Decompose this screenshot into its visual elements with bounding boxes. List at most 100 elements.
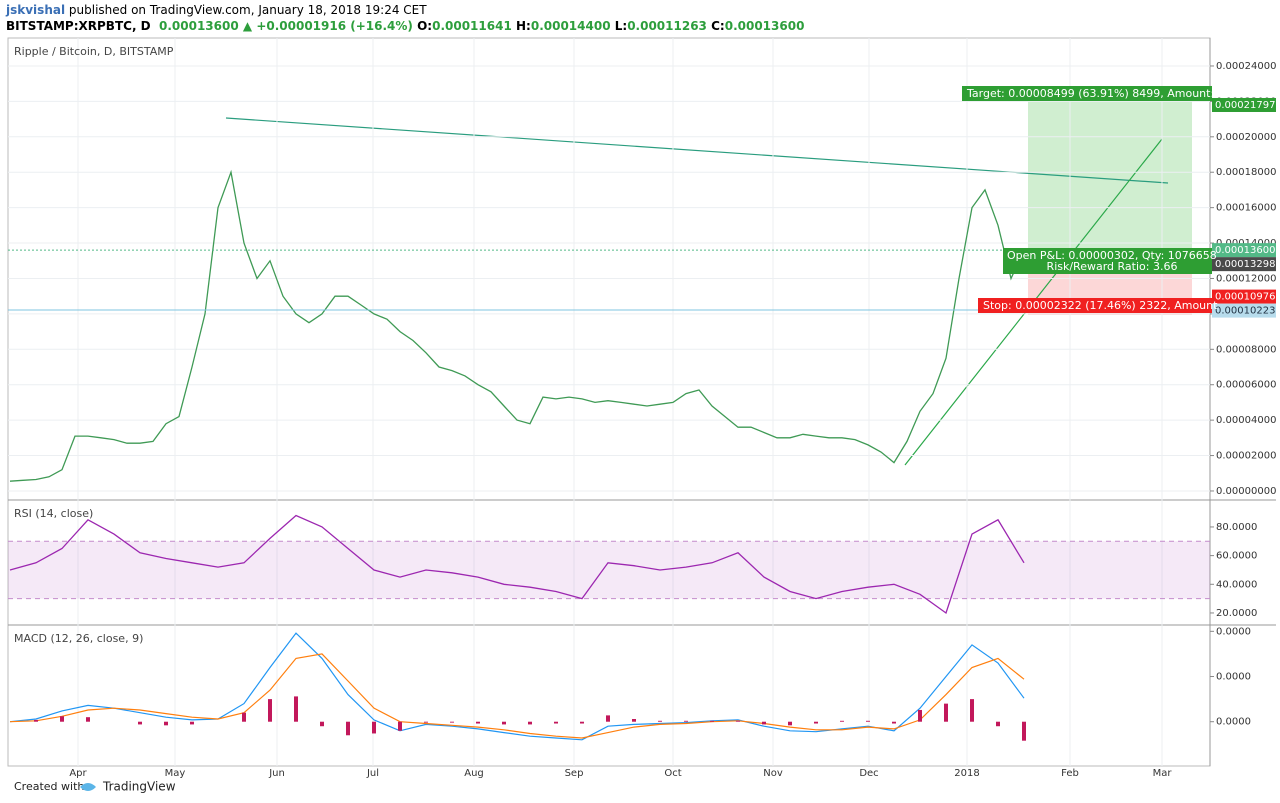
histogram-bar: [86, 717, 90, 722]
open: 0.00011641: [432, 19, 512, 33]
header-line-1: jskvishal published on TradingView.com, …: [6, 2, 804, 18]
x-tick-label: Mar: [1153, 768, 1173, 779]
y-tick-label: 0.00004000: [1216, 415, 1276, 426]
histogram-bar: [34, 719, 38, 722]
histogram-bar: [190, 721, 194, 725]
change: ▲ +0.00001916 (+16.4%): [242, 19, 413, 33]
panel-title: Ripple / Bitcoin, D, BITSTAMP: [14, 45, 174, 58]
histogram-bar: [346, 721, 350, 736]
histogram-bar: [60, 716, 64, 722]
panel-title: RSI (14, close): [14, 507, 93, 520]
y-tick-label: 0.00016000: [1216, 203, 1276, 214]
header: jskvishal published on TradingView.com, …: [6, 2, 804, 34]
footer-brand[interactable]: TradingView: [102, 780, 176, 794]
header-line-2: BITSTAMP:XRPBTC, D 0.00013600 ▲ +0.00001…: [6, 18, 804, 34]
price-tag-label: 0.00021797: [1215, 100, 1275, 111]
y-tick-label: 0.00018000: [1216, 167, 1276, 178]
x-tick-label: Sep: [565, 768, 584, 779]
histogram-bar: [424, 721, 428, 723]
histogram-bar: [502, 721, 506, 725]
x-tick-label: Jul: [366, 768, 379, 779]
histogram-bar: [710, 720, 714, 722]
price-tag: [1212, 97, 1276, 112]
histogram-bar: [814, 721, 818, 724]
histogram-bar: [996, 721, 1000, 727]
histogram-bar: [398, 721, 402, 731]
y-tick-label: 0.00002000: [1216, 451, 1276, 462]
y-tick-label: 0.0000: [1216, 626, 1251, 637]
c-label: C:: [711, 19, 725, 33]
price-tag-label: 0.00010223: [1215, 306, 1275, 317]
high: 0.00014400: [530, 19, 611, 33]
histogram-bar: [892, 721, 896, 724]
histogram-bar: [944, 703, 948, 722]
histogram-bar: [970, 699, 974, 722]
histogram-bar: [138, 721, 142, 725]
tv-logo: [80, 783, 96, 791]
y-tick-label: 0.00006000: [1216, 380, 1276, 391]
price-tag-label: 0.00013600: [1215, 245, 1275, 256]
l-label: L:: [614, 19, 628, 33]
histogram-bar: [684, 720, 688, 722]
stop-box: [978, 298, 1212, 313]
y-tick-label: 20.0000: [1216, 608, 1257, 619]
y-tick-label: 0.00024000: [1216, 61, 1276, 72]
price-tag-label: 0.00013298: [1215, 259, 1275, 270]
close: 0.00013600: [724, 19, 805, 33]
histogram-bar: [788, 721, 792, 726]
macd-line: [9, 632, 1025, 741]
histogram-bar: [866, 720, 870, 722]
stop-label: Stop: 0.00002322 (17.46%) 2322, Amount: [983, 299, 1218, 312]
histogram-bar: [580, 721, 584, 724]
h-label: H:: [516, 19, 531, 33]
x-tick-label: Nov: [763, 768, 783, 779]
y-tick-label: 0.00020000: [1216, 132, 1276, 143]
x-tick-label: Oct: [664, 768, 681, 779]
y-tick-label: 60.0000: [1216, 551, 1257, 562]
histogram-bar: [528, 721, 532, 725]
x-tick-label: Apr: [69, 768, 87, 779]
histogram-bar: [840, 720, 844, 722]
histogram-bar: [450, 721, 454, 723]
histogram-bar: [164, 721, 168, 726]
low: 0.00011263: [627, 19, 707, 33]
risk-reward-label: Risk/Reward Ratio: 3.66: [1047, 260, 1178, 273]
y-tick-label: 80.0000: [1216, 522, 1257, 533]
x-tick-label: Dec: [859, 768, 878, 779]
histogram-bar: [632, 719, 636, 722]
target-label: Target: 0.00008499 (63.91%) 8499, Amount…: [966, 87, 1214, 100]
histogram-bar: [918, 709, 922, 722]
y-tick-label: 0.0000: [1216, 672, 1251, 683]
y-tick-label: 0.0000: [1216, 717, 1251, 728]
author[interactable]: jskvishal: [6, 3, 66, 17]
histogram-bar: [762, 721, 766, 725]
o-label: O:: [417, 19, 433, 33]
histogram-bar: [372, 721, 376, 734]
histogram-bar: [606, 715, 610, 722]
pl-box: [1003, 248, 1212, 274]
rsi-band: [8, 541, 1210, 599]
histogram-bar: [268, 699, 272, 722]
histogram-bar: [476, 721, 480, 724]
histogram-bar: [1022, 721, 1026, 741]
histogram-bar: [736, 720, 740, 722]
price-tag: [1212, 303, 1276, 318]
histogram-bar: [242, 712, 246, 722]
open-pl-label: Open P&L: 0.00000302, Qty: 1076658: [1007, 249, 1217, 262]
x-tick-label: May: [165, 768, 186, 779]
price-tag-label: 0.00010976: [1215, 292, 1275, 303]
panel-title: MACD (12, 26, close, 9): [14, 632, 143, 645]
x-tick-label: 2018: [954, 768, 979, 779]
histogram-bar: [658, 720, 662, 722]
target-box: [962, 86, 1212, 101]
trend-line: [225, 117, 1169, 184]
macd-line: [9, 653, 1025, 739]
symbol: BITSTAMP:XRPBTC, D: [6, 19, 151, 33]
price-tag: [1212, 257, 1276, 272]
histogram-bar: [554, 721, 558, 724]
x-tick-label: Jun: [268, 768, 285, 779]
x-tick-label: Aug: [464, 768, 484, 779]
price-line: [9, 169, 1025, 482]
